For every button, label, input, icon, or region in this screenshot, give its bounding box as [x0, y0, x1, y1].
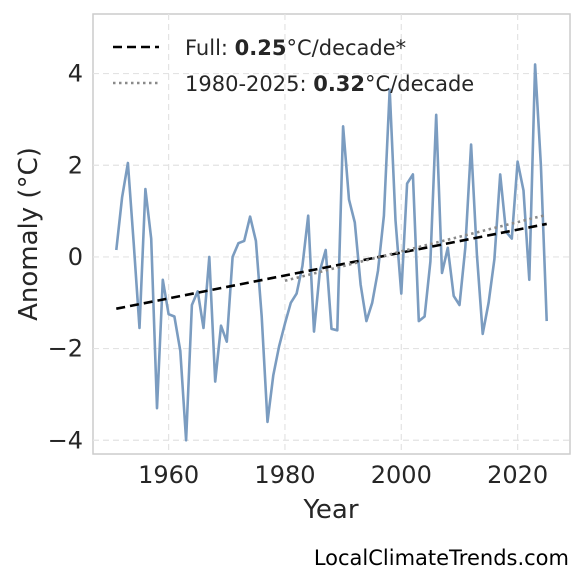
y-tick-labels: −4 −2 0 2 4	[48, 60, 83, 455]
y-tick-label: 2	[68, 151, 83, 179]
y-tick-label: 4	[68, 60, 83, 88]
x-tick-label: 1980	[254, 461, 315, 489]
y-tick-label: −4	[48, 426, 83, 454]
trend-line-0	[116, 222, 547, 310]
legend-label-1: 1980-2025: 0.32°C/decade	[185, 72, 474, 96]
y-tick-label: 0	[68, 243, 83, 271]
trend-lines	[116, 213, 548, 310]
grid	[93, 14, 570, 454]
x-tick-label: 2020	[487, 461, 548, 489]
legend: Full: 0.25°C/decade* 1980-2025: 0.32°C/de…	[113, 36, 474, 96]
legend-label-0: Full: 0.25°C/decade*	[185, 36, 406, 60]
y-axis-label: Anomaly (°C)	[14, 147, 44, 321]
x-axis-label: Year	[302, 495, 358, 525]
x-tick-label: 1960	[138, 461, 199, 489]
y-tick-label: −2	[48, 335, 83, 363]
x-tick-labels: 1960 1980 2000 2020	[138, 461, 548, 489]
series-line-0	[115, 63, 548, 442]
data-series	[115, 63, 548, 442]
x-tick-label: 2000	[371, 461, 432, 489]
site-credit: LocalClimateTrends.com	[313, 546, 569, 570]
